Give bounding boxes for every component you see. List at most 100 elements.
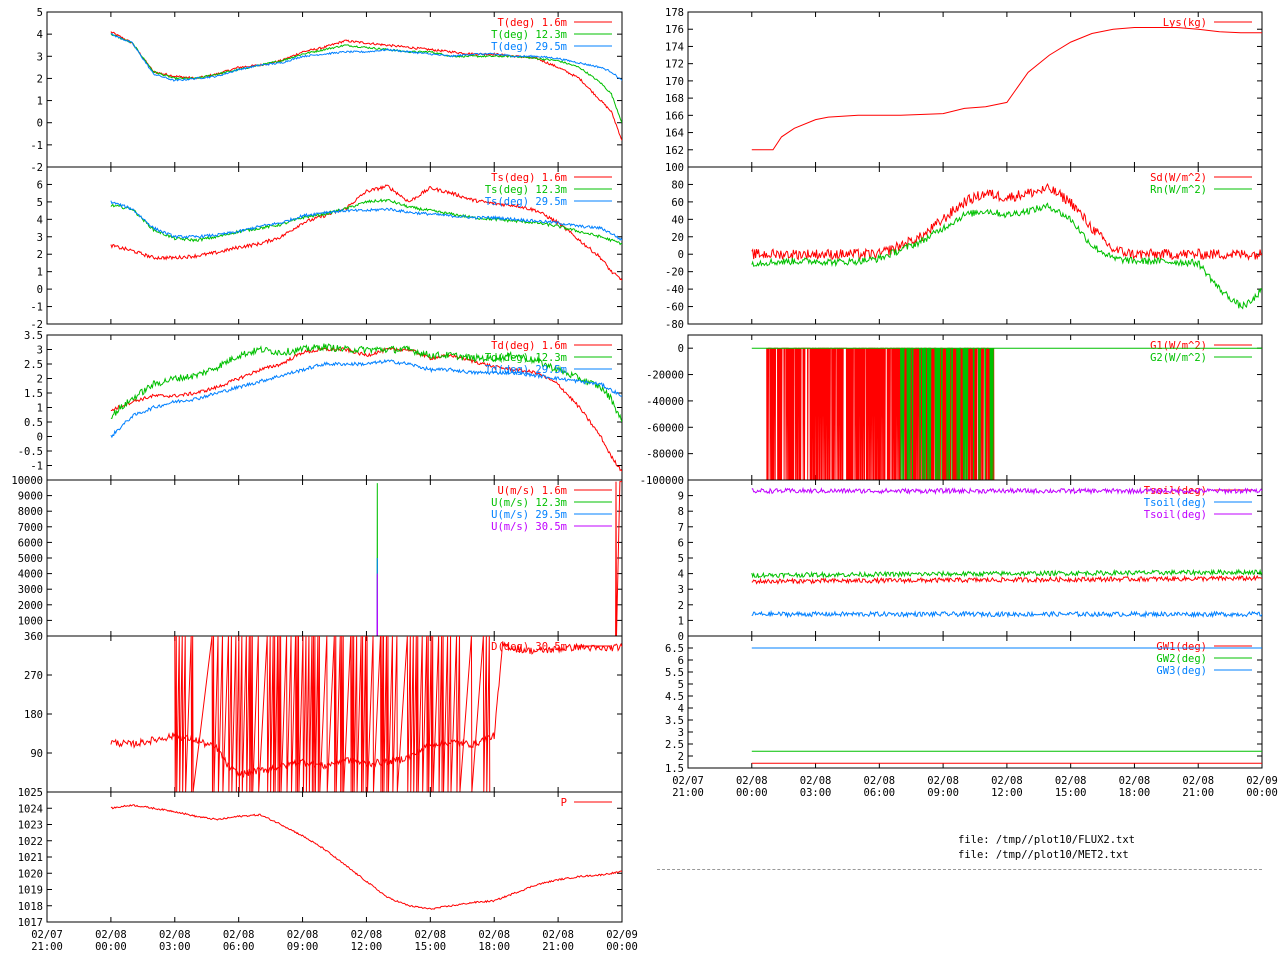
- series-D-0: [110, 641, 622, 778]
- legend-label-U-3: U(m/s) 30.5m: [491, 521, 567, 533]
- ytick-label-D-3: 270: [24, 670, 43, 682]
- legend-label-Td-1: Td(deg) 12.3m: [485, 352, 567, 364]
- ytick-label-P-1: 1018: [18, 901, 43, 913]
- series-spikes-D: [174, 636, 491, 792]
- legend-label-Td-2: Td(deg) 29.5m: [485, 364, 567, 376]
- ytick-label-GW-5: 4: [678, 703, 684, 715]
- file-label-met: file: /tmp//plot10/MET2.txt: [958, 849, 1129, 861]
- series-Tsoil-3: [751, 568, 1262, 580]
- xtick-label-time-P-4: 09:00: [287, 941, 319, 953]
- ytick-label-Tsoil-0: 0: [678, 631, 684, 643]
- xtick-label-date-P-5: 02/08: [351, 929, 383, 941]
- ytick-label-G-4: -20000: [646, 370, 684, 382]
- ytick-label-Lys-7: 174: [665, 41, 684, 53]
- ytick-label-G-0: -100000: [640, 475, 684, 487]
- xtick-label-time-GW-0: 21:00: [672, 787, 704, 799]
- ytick-label-D-1: 90: [30, 748, 43, 760]
- ytick-label-Lys-8: 176: [665, 24, 684, 36]
- panel-frame-Sd: [687, 166, 1263, 325]
- ytick-label-Lys-6: 172: [665, 59, 684, 71]
- series-U-1: [110, 483, 622, 636]
- ytick-label-Tsoil-3: 3: [678, 584, 684, 596]
- series-G-1: [751, 347, 1262, 480]
- ytick-label-Lys-5: 170: [665, 76, 684, 88]
- file-label-flux: file: /tmp//plot10/FLUX2.txt: [958, 834, 1136, 846]
- series-P-0: [110, 804, 622, 910]
- ytick-label-T-1: -1: [30, 140, 43, 152]
- ytick-label-Td-6: 1.5: [24, 388, 43, 400]
- ytick-label-Ts-3: 1: [37, 267, 43, 279]
- ytick-label-Ts-6: 4: [37, 214, 43, 226]
- ytick-label-D-2: 180: [24, 709, 43, 721]
- xtick-label-time-GW-3: 06:00: [864, 787, 896, 799]
- legend-label-GW-1: GW2(deg): [1156, 653, 1207, 665]
- series-Td-0: [110, 346, 622, 472]
- ytick-label-Sd-0: -80: [665, 319, 684, 331]
- xtick-label-time-GW-1: 00:00: [736, 787, 768, 799]
- legend-label-GW-0: GW1(deg): [1156, 641, 1207, 653]
- legend-label-Ts-2: Ts(deg) 29.5m: [485, 196, 567, 208]
- series-U-2: [110, 557, 622, 636]
- ytick-label-Sd-9: 100: [665, 162, 684, 174]
- ytick-label-G-5: 0: [678, 343, 684, 355]
- separator-line: [657, 869, 1262, 870]
- ytick-label-Td-7: 2: [37, 374, 43, 386]
- xtick-label-time-P-0: 21:00: [31, 941, 63, 953]
- ytick-label-Td-9: 3: [37, 345, 43, 357]
- ytick-label-P-0: 1017: [18, 917, 43, 929]
- ytick-label-P-6: 1023: [18, 820, 43, 832]
- legend-label-G-0: G1(W/m^2): [1150, 340, 1207, 352]
- series-Ts-0: [110, 184, 622, 281]
- series-U-0: [110, 481, 622, 636]
- xtick-label-time-GW-2: 03:00: [800, 787, 832, 799]
- xtick-label-date-P-6: 02/08: [415, 929, 447, 941]
- xtick-label-date-P-0: 02/07: [31, 929, 63, 941]
- xtick-label-time-GW-4: 09:00: [927, 787, 959, 799]
- ytick-label-P-2: 1019: [18, 885, 43, 897]
- series-Lys-0: [751, 27, 1262, 151]
- ytick-label-Td-10: 3.5: [24, 330, 43, 342]
- xtick-label-date-P-9: 02/09: [606, 929, 638, 941]
- panel-frame-Ts: [46, 166, 623, 325]
- ytick-label-Lys-9: 178: [665, 7, 684, 19]
- ytick-label-T-4: 2: [37, 73, 43, 85]
- ytick-label-Sd-7: 60: [671, 197, 684, 209]
- ytick-label-Tsoil-2: 2: [678, 600, 684, 612]
- ytick-label-Tsoil-5: 5: [678, 553, 684, 565]
- ytick-label-U-9: 10000: [11, 475, 43, 487]
- ytick-label-Ts-4: 2: [37, 249, 43, 261]
- ytick-label-Sd-4: 0: [678, 249, 684, 261]
- ytick-label-Lys-1: 162: [665, 145, 684, 157]
- legend-label-Ts-1: Ts(deg) 12.3m: [485, 184, 567, 196]
- ytick-label-GW-9: 6: [678, 655, 684, 667]
- legend-label-Td-0: Td(deg) 1.6m: [491, 340, 567, 352]
- xtick-label-time-P-8: 21:00: [542, 941, 574, 953]
- ytick-label-Tsoil-7: 7: [678, 522, 684, 534]
- ytick-label-Ts-0: -2: [30, 319, 43, 331]
- ytick-label-T-2: 0: [37, 118, 43, 130]
- series-Tsoil-2: [751, 486, 1262, 496]
- xtick-label-date-P-1: 02/08: [95, 929, 127, 941]
- ytick-label-Tsoil-8: 8: [678, 506, 684, 518]
- ytick-label-Td-4: 0.5: [24, 417, 43, 429]
- ytick-label-Td-2: -0.5: [18, 446, 43, 458]
- ytick-label-Tsoil-4: 4: [678, 569, 684, 581]
- ytick-label-U-8: 9000: [18, 491, 43, 503]
- panel-frame-Lys: [687, 11, 1263, 168]
- legend-label-Tsoil-1: Tsoil(deg): [1144, 497, 1207, 509]
- xtick-label-date-GW-1: 02/08: [736, 775, 768, 787]
- series-T-2: [110, 33, 622, 82]
- ytick-label-Lys-2: 164: [665, 128, 684, 140]
- ytick-label-P-5: 1022: [18, 836, 43, 848]
- ytick-label-P-3: 1020: [18, 868, 43, 880]
- legend-label-G-1: G2(W/m^2): [1150, 352, 1207, 364]
- xtick-label-date-P-8: 02/08: [542, 929, 574, 941]
- ytick-label-U-1: 2000: [18, 600, 43, 612]
- ytick-label-Td-5: 1: [37, 403, 43, 415]
- legend-label-U-1: U(m/s) 12.3m: [491, 497, 567, 509]
- xtick-label-time-P-9: 00:00: [606, 941, 638, 953]
- xtick-label-date-GW-5: 02/08: [991, 775, 1023, 787]
- xtick-label-time-P-6: 15:00: [415, 941, 447, 953]
- legend-label-GW-2: GW3(deg): [1156, 665, 1207, 677]
